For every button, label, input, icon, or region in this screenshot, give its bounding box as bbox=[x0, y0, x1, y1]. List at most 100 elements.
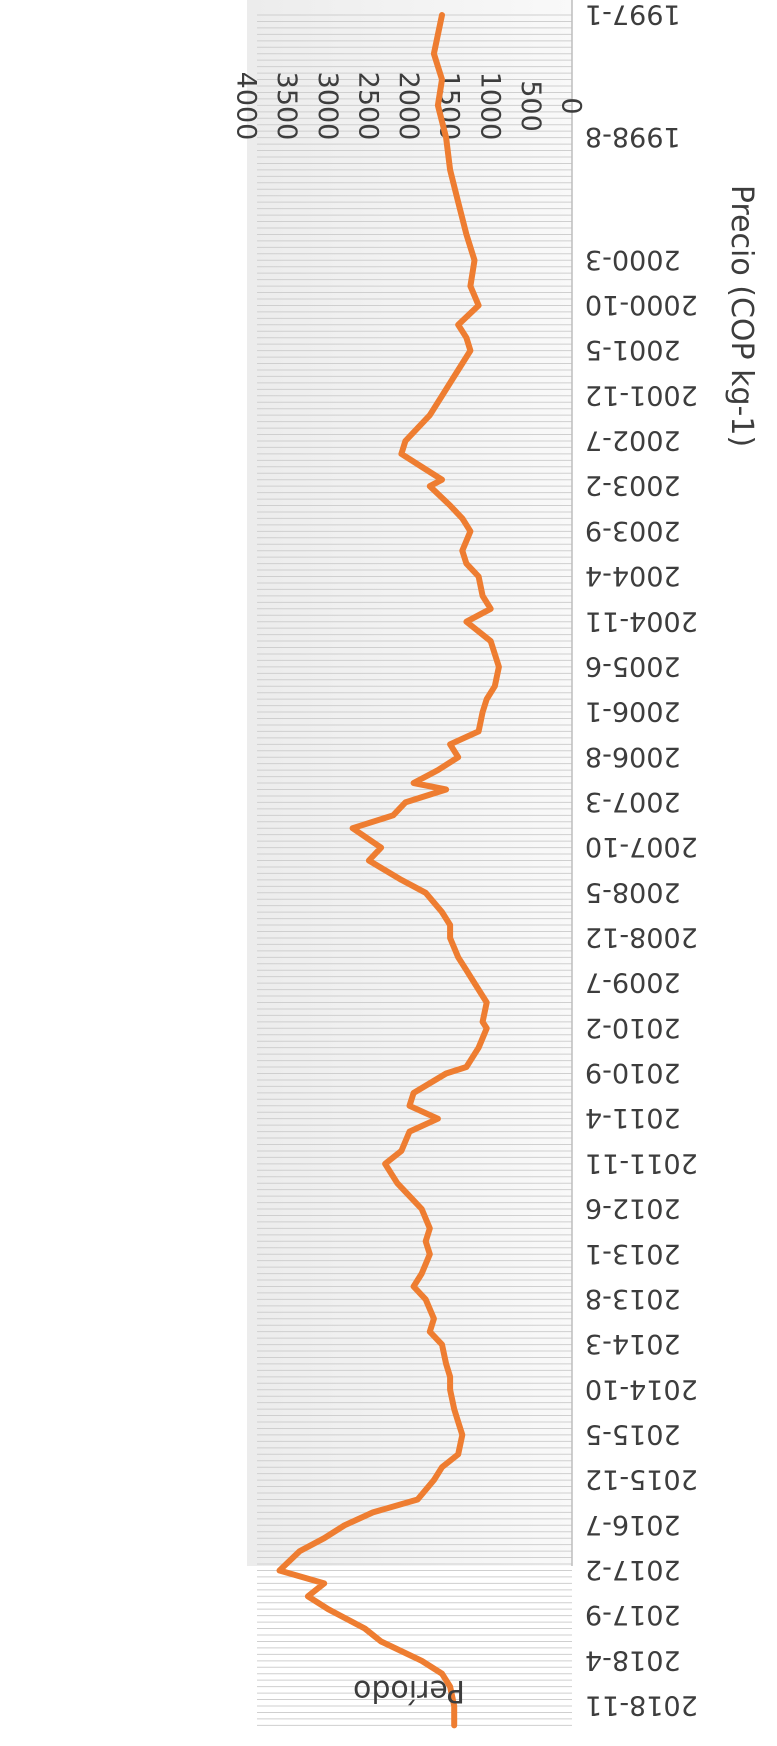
x-tick-label: 2011-4 bbox=[585, 1102, 681, 1133]
data-point bbox=[370, 1509, 376, 1515]
x-tick-label: 2003-9 bbox=[585, 515, 681, 546]
data-point bbox=[378, 1638, 384, 1645]
data-point bbox=[439, 909, 445, 915]
data-point bbox=[447, 502, 453, 509]
data-point bbox=[455, 1419, 461, 1425]
data-point bbox=[443, 1361, 449, 1367]
data-point bbox=[362, 1625, 368, 1632]
data-point bbox=[475, 302, 482, 309]
data-point bbox=[467, 528, 474, 534]
data-point bbox=[463, 561, 469, 567]
x-tick-label: 2010-2 bbox=[585, 1012, 681, 1043]
x-tick-label: 2004-4 bbox=[585, 560, 681, 591]
data-point bbox=[419, 1270, 425, 1277]
x-tick-label: 2015-12 bbox=[585, 1464, 698, 1495]
data-point bbox=[463, 1064, 469, 1070]
data-point bbox=[463, 967, 469, 973]
x-tick-label: 2008-12 bbox=[585, 922, 698, 953]
data-point bbox=[276, 1567, 283, 1574]
data-point bbox=[423, 1238, 429, 1244]
x-tick-label: 2003-2 bbox=[585, 470, 681, 501]
x-tick-label: 2018-4 bbox=[585, 1644, 681, 1675]
data-point bbox=[471, 980, 478, 986]
data-point bbox=[439, 1341, 445, 1348]
x-tick-label: 2007-3 bbox=[585, 786, 681, 817]
data-point bbox=[427, 1251, 433, 1257]
data-point bbox=[305, 1593, 311, 1599]
data-point bbox=[406, 1103, 413, 1109]
data-point bbox=[471, 257, 478, 263]
x-tick-label: 2000-3 bbox=[585, 244, 681, 275]
data-point bbox=[443, 135, 449, 141]
x-tick-label: 2015-5 bbox=[585, 1418, 681, 1449]
data-point bbox=[325, 1606, 331, 1612]
data-point bbox=[447, 935, 453, 941]
data-point bbox=[459, 515, 465, 522]
x-tick-label: 2010-9 bbox=[585, 1057, 681, 1088]
x-tick-label: 2012-6 bbox=[585, 1193, 681, 1224]
x-tick-label: 1997-1 bbox=[585, 0, 681, 30]
data-point bbox=[423, 890, 429, 896]
data-point bbox=[451, 1703, 457, 1709]
x-tick-label: 2016-7 bbox=[585, 1509, 681, 1540]
data-point bbox=[406, 1193, 413, 1199]
data-point bbox=[480, 709, 486, 715]
x-tick-label: 2011-11 bbox=[585, 1147, 698, 1178]
data-point bbox=[423, 1296, 429, 1302]
y-tick-label: 3500 bbox=[271, 72, 302, 141]
y-axis-label: Precio (COP kg-1) bbox=[724, 185, 759, 447]
data-point bbox=[439, 76, 445, 83]
data-point bbox=[435, 102, 441, 108]
data-point bbox=[337, 1613, 344, 1619]
data-point bbox=[439, 477, 445, 483]
data-point bbox=[447, 167, 453, 173]
x-tick-label: 2017-9 bbox=[585, 1599, 681, 1630]
x-tick-label: 2013-8 bbox=[585, 1283, 681, 1314]
data-point bbox=[350, 825, 356, 831]
data-point bbox=[419, 1206, 425, 1212]
price-series-line bbox=[276, 12, 502, 1729]
data-point bbox=[321, 1535, 327, 1541]
data-point bbox=[451, 373, 457, 380]
x-tick-label: 2001-12 bbox=[585, 379, 698, 410]
data-point bbox=[427, 1329, 433, 1335]
x-tick-label: 2007-10 bbox=[585, 831, 698, 862]
x-tick-label: 2004-11 bbox=[585, 605, 698, 636]
data-point bbox=[406, 1128, 413, 1135]
data-point bbox=[439, 12, 445, 18]
data-point bbox=[443, 786, 449, 793]
price-series-points bbox=[276, 12, 502, 1728]
data-point bbox=[455, 954, 461, 960]
data-point bbox=[447, 922, 453, 928]
data-point bbox=[402, 799, 409, 806]
data-point bbox=[415, 1496, 421, 1503]
data-point bbox=[402, 438, 409, 444]
y-tick-label: 0 bbox=[556, 97, 587, 114]
data-point bbox=[451, 1722, 457, 1728]
data-point bbox=[427, 1225, 433, 1231]
data-point bbox=[394, 1180, 400, 1186]
period-gridlines bbox=[257, 14, 572, 1726]
y-tick-label: 2000 bbox=[393, 72, 424, 141]
x-tick-label: 2008-5 bbox=[585, 876, 681, 907]
data-point bbox=[455, 199, 461, 205]
data-point bbox=[467, 283, 474, 289]
data-point bbox=[410, 780, 417, 786]
data-point bbox=[463, 619, 469, 625]
y-tick-label: 4000 bbox=[231, 72, 262, 141]
data-point bbox=[378, 844, 384, 851]
data-point bbox=[451, 1406, 457, 1412]
data-point bbox=[467, 348, 474, 354]
x-tick-label: 2018-11 bbox=[585, 1690, 698, 1721]
data-point bbox=[484, 1025, 490, 1031]
data-point bbox=[488, 638, 494, 644]
x-tick-label: 2009-7 bbox=[585, 967, 681, 998]
x-tick-label: 2013-1 bbox=[585, 1238, 681, 1269]
x-tick-label: 2005-6 bbox=[585, 650, 681, 681]
data-point bbox=[492, 651, 498, 657]
data-point bbox=[447, 741, 453, 747]
data-point bbox=[447, 1387, 453, 1393]
